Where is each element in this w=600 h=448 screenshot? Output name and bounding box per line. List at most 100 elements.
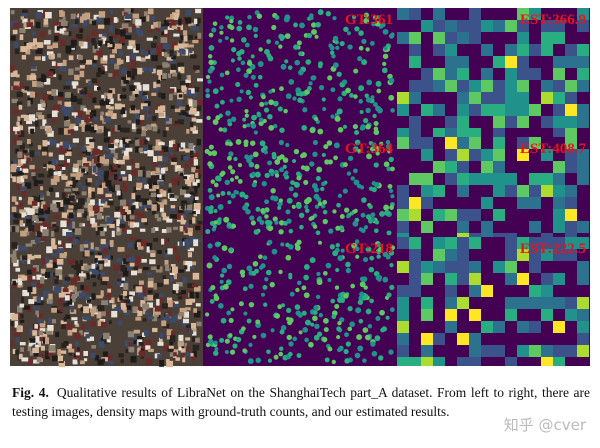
photo-texture bbox=[197, 78, 204, 82]
photo-texture bbox=[121, 81, 127, 87]
density-cell bbox=[529, 104, 541, 116]
photo-texture bbox=[89, 336, 95, 341]
density-cell bbox=[409, 80, 421, 92]
photo-texture bbox=[55, 202, 61, 209]
density-dot bbox=[207, 68, 214, 74]
density-dot bbox=[224, 70, 230, 76]
photo-texture bbox=[171, 330, 175, 338]
density-dot bbox=[298, 330, 303, 335]
photo-texture bbox=[69, 181, 77, 187]
photo-texture bbox=[34, 206, 40, 214]
density-dot bbox=[388, 94, 395, 101]
density-dot bbox=[210, 284, 216, 291]
photo-texture bbox=[192, 26, 200, 31]
density-dot bbox=[286, 316, 291, 321]
density-cell bbox=[469, 149, 481, 161]
photo-texture bbox=[169, 207, 176, 211]
density-dot bbox=[266, 39, 271, 44]
photo-texture bbox=[123, 140, 127, 144]
density-dot bbox=[337, 126, 344, 133]
density-dot bbox=[373, 162, 379, 168]
photo-texture bbox=[57, 170, 62, 177]
photo-texture bbox=[124, 150, 129, 157]
photo-texture bbox=[180, 348, 186, 353]
density-cell bbox=[577, 233, 589, 237]
photo-texture bbox=[118, 159, 125, 165]
density-dot bbox=[334, 115, 341, 122]
density-dot bbox=[253, 130, 259, 135]
photo-texture bbox=[190, 54, 197, 59]
photo-texture bbox=[42, 163, 47, 167]
photo-texture bbox=[12, 29, 18, 35]
photo-texture bbox=[102, 65, 108, 72]
photo-texture bbox=[120, 104, 126, 109]
density-dot bbox=[375, 315, 381, 322]
photo-texture bbox=[32, 275, 36, 280]
density-cell bbox=[529, 116, 541, 128]
photo-texture bbox=[148, 285, 153, 290]
photo-texture bbox=[160, 190, 167, 197]
density-cell bbox=[517, 32, 529, 44]
density-dot bbox=[372, 113, 377, 119]
density-cell bbox=[493, 357, 505, 366]
density-dot bbox=[366, 153, 372, 160]
density-cell bbox=[529, 8, 541, 20]
photo-texture bbox=[192, 198, 197, 205]
density-cell bbox=[421, 185, 433, 197]
photo-texture bbox=[80, 284, 85, 290]
photo-texture bbox=[73, 333, 81, 340]
density-cell bbox=[457, 221, 469, 233]
density-dot bbox=[255, 357, 262, 363]
density-cell bbox=[565, 104, 577, 116]
density-dot bbox=[337, 96, 343, 102]
photo-texture bbox=[19, 34, 24, 41]
density-cell bbox=[481, 92, 493, 104]
density-cell bbox=[517, 92, 529, 104]
photo-texture bbox=[91, 78, 98, 84]
photo-texture bbox=[185, 260, 193, 267]
photo-texture bbox=[59, 252, 67, 259]
density-cell bbox=[469, 321, 481, 333]
photo-texture bbox=[48, 29, 52, 35]
photo-texture bbox=[31, 172, 36, 177]
photo-texture bbox=[16, 91, 23, 98]
density-dot bbox=[337, 321, 342, 326]
photo-texture bbox=[58, 299, 63, 306]
photo-texture bbox=[13, 158, 19, 165]
density-dot bbox=[221, 245, 228, 252]
photo-texture bbox=[192, 193, 197, 197]
photo-texture bbox=[97, 187, 104, 195]
photo-texture bbox=[136, 22, 140, 30]
photo-texture bbox=[128, 65, 133, 71]
density-cell bbox=[541, 116, 553, 128]
density-dot bbox=[382, 53, 389, 60]
density-dot bbox=[253, 229, 260, 235]
photo-texture bbox=[40, 31, 46, 38]
density-cell bbox=[445, 333, 457, 345]
photo-texture bbox=[178, 334, 184, 341]
caption-text: Qualitative results of LibraNet on the S… bbox=[12, 385, 590, 419]
density-dot bbox=[278, 139, 285, 146]
photo-texture bbox=[73, 353, 79, 358]
density-dot bbox=[302, 327, 309, 333]
density-cell bbox=[457, 297, 469, 309]
density-dot bbox=[270, 195, 276, 201]
density-dot bbox=[219, 25, 224, 30]
photo-texture bbox=[68, 31, 72, 37]
photo-texture bbox=[96, 72, 101, 78]
density-cell bbox=[397, 56, 409, 68]
density-cell bbox=[457, 128, 469, 137]
density-dot bbox=[357, 56, 363, 62]
density-cell bbox=[433, 32, 445, 44]
photo-texture bbox=[147, 277, 154, 283]
photo-texture bbox=[19, 82, 25, 89]
density-dot bbox=[377, 277, 382, 282]
density-cell bbox=[469, 8, 481, 20]
photo-texture bbox=[127, 242, 133, 248]
density-dot bbox=[299, 224, 304, 230]
density-cell bbox=[577, 209, 589, 221]
photo-texture bbox=[78, 182, 82, 186]
density-cell bbox=[481, 321, 493, 333]
density-dot bbox=[349, 211, 354, 216]
photo-texture bbox=[144, 149, 151, 154]
